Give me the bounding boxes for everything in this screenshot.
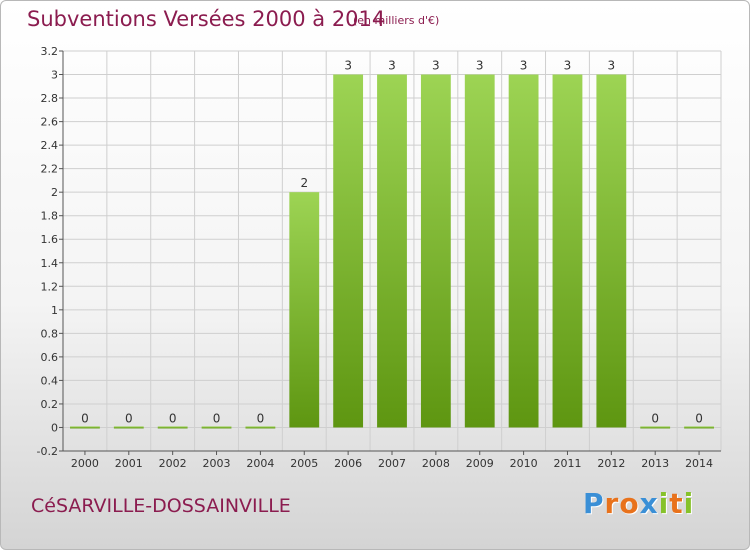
- y-tick-label: 0: [51, 421, 58, 434]
- data-label: 0: [257, 411, 265, 425]
- x-tick-label: 2003: [203, 457, 231, 470]
- x-tick-label: 2007: [378, 457, 406, 470]
- data-label: 3: [564, 59, 572, 73]
- data-label: 0: [651, 411, 659, 425]
- bar: [157, 426, 188, 429]
- x-tick-label: 2012: [597, 457, 625, 470]
- x-tick-label: 2013: [641, 457, 669, 470]
- logo-letter: t: [669, 487, 684, 520]
- bar: [420, 74, 451, 428]
- bar: [640, 426, 671, 429]
- data-label: 3: [608, 59, 616, 73]
- x-tick-label: 2001: [115, 457, 143, 470]
- data-label: 3: [520, 59, 528, 73]
- x-tick-label: 2005: [290, 457, 318, 470]
- bar: [377, 74, 407, 428]
- logo-letter: r: [604, 487, 620, 520]
- proxiti-logo: Proxiti: [583, 487, 694, 520]
- y-tick-label: 2.6: [41, 116, 59, 129]
- x-tick-label: 2009: [466, 457, 494, 470]
- data-label: 3: [432, 59, 440, 73]
- bar: [201, 426, 232, 429]
- y-tick-label: 1.2: [41, 280, 59, 293]
- bar: [508, 74, 539, 428]
- y-tick-label: 2: [51, 186, 58, 199]
- y-tick-label: 0.2: [41, 398, 59, 411]
- bar: [333, 74, 364, 428]
- data-label: 0: [695, 411, 703, 425]
- bar: [113, 426, 144, 429]
- bar: [245, 426, 276, 429]
- bar: [684, 426, 714, 429]
- data-label: 0: [169, 411, 177, 425]
- data-label: 0: [81, 411, 89, 425]
- x-tick-label: 2011: [553, 457, 581, 470]
- data-label: 3: [344, 59, 352, 73]
- y-tick-label: 1.4: [41, 257, 59, 270]
- y-tick-label: -0.2: [37, 445, 58, 458]
- logo-letter: P: [583, 487, 605, 520]
- data-label: 0: [213, 411, 221, 425]
- y-tick-label: 0.4: [41, 374, 59, 387]
- data-labels: 0 0 0 0 0 2 3 3 3 3 3 3 3 0 0: [81, 59, 703, 426]
- logo-letter: o: [619, 487, 640, 520]
- y-tick-label: 2.4: [41, 139, 59, 152]
- y-tick-label: 3.2: [41, 45, 59, 58]
- x-tick-label: 2000: [71, 457, 99, 470]
- bar: [289, 192, 320, 428]
- commune-name: CéSARVILLE-DOSSAINVILLE: [31, 495, 291, 517]
- y-tick-label: 1.8: [41, 210, 59, 223]
- bars: [70, 74, 714, 429]
- bar: [596, 74, 627, 428]
- data-label: 3: [388, 59, 396, 73]
- data-label: 0: [125, 411, 133, 425]
- data-label: 3: [476, 59, 484, 73]
- bar: [70, 426, 100, 429]
- x-tick-label: 2014: [685, 457, 713, 470]
- x-tick-label: 2010: [510, 457, 538, 470]
- bar: [464, 74, 495, 428]
- y-tick-label: 3: [51, 69, 58, 82]
- x-tick-label: 2008: [422, 457, 450, 470]
- y-tick-label: 1: [51, 304, 58, 317]
- unit-note: (en milliers d'€): [353, 14, 440, 27]
- logo-letter: i: [683, 487, 695, 520]
- data-label: 2: [300, 176, 308, 190]
- axes: -0.2 0 0.2 0.4 0.6 0.8 1 1.2 1.4 1.6 1.8 2 2.2 2.4 2.6…: [37, 45, 721, 470]
- x-tick-label: 2002: [159, 457, 187, 470]
- x-tick-label: 2006: [334, 457, 362, 470]
- x-tick-label: 2004: [246, 457, 274, 470]
- logo-letter: x: [639, 487, 659, 520]
- y-tick-label: 1.6: [41, 233, 59, 246]
- y-tick-label: 2.2: [41, 163, 59, 176]
- y-tick-label: 0.8: [41, 327, 59, 340]
- chart-title: Subventions Versées 2000 à 2014: [27, 7, 386, 31]
- y-tick-label: 0.6: [41, 351, 59, 364]
- logo-letter: i: [658, 487, 670, 520]
- bar: [552, 74, 583, 428]
- y-tick-label: 2.8: [41, 92, 59, 105]
